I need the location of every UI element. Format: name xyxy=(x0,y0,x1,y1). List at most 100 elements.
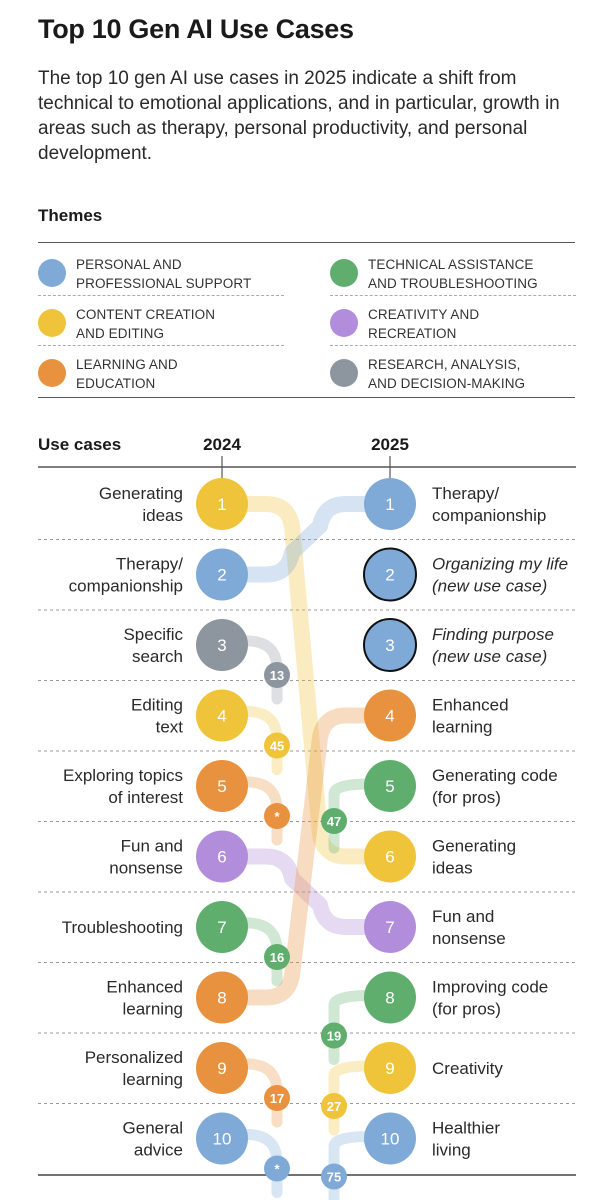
theme-label-line2: and editing xyxy=(76,326,165,341)
new-entry-marker xyxy=(321,1022,347,1049)
page-title: Top 10 Gen AI Use Cases xyxy=(38,14,354,44)
rank-2024-number: 8 xyxy=(217,989,226,1008)
theme-divider xyxy=(38,345,284,346)
new-entry-rank-label: 47 xyxy=(327,814,341,829)
use-case-2024-label: Specific xyxy=(123,625,183,644)
use-case-2025-label: (new use case) xyxy=(432,647,547,666)
theme-label-line1: Learning and xyxy=(76,357,178,372)
rank-2024-circle xyxy=(196,1042,248,1094)
rank-link-band xyxy=(228,496,384,865)
technical-assistance-dot-icon xyxy=(330,259,358,287)
themes-bottom-rule xyxy=(38,397,575,398)
use-case-2025-label: (for pros) xyxy=(432,1000,501,1019)
theme-divider xyxy=(330,295,576,296)
use-case-2024-label: companionship xyxy=(69,577,183,596)
theme-technical-assistance: Technical assistance and troubleshooting xyxy=(330,249,580,299)
drop-out-marker xyxy=(264,732,290,759)
theme-divider xyxy=(38,295,284,296)
rank-2025-number: 1 xyxy=(385,495,394,514)
rank-2024-circle xyxy=(196,548,248,601)
rank-2024-circle xyxy=(196,901,248,953)
research-analysis-dot-icon xyxy=(330,359,358,387)
rank-2025-circle xyxy=(364,830,416,883)
rank-2025-circle xyxy=(364,1042,416,1094)
drop-out-marker xyxy=(264,1155,290,1182)
year-2025-label: 2025 xyxy=(371,435,409,454)
new-entry-marker xyxy=(321,1093,347,1119)
new-entry-marker xyxy=(321,1163,347,1190)
new-entry-band xyxy=(328,990,376,1065)
drop-out-marker xyxy=(264,1085,290,1111)
rank-2025-circle xyxy=(364,760,416,812)
use-case-2024-label: Fun and xyxy=(121,837,183,856)
drop-out-rank-label: * xyxy=(274,1162,280,1177)
content-creation-dot-icon xyxy=(38,309,66,337)
rank-2024-number: 6 xyxy=(217,848,226,867)
use-case-2024-label: Generating xyxy=(99,484,183,503)
theme-label-line1: Personal and xyxy=(76,257,182,272)
theme-label-line1: Creativity and xyxy=(368,307,480,322)
use-case-2024-label: nonsense xyxy=(109,859,183,878)
drop-out-marker xyxy=(264,662,290,688)
theme-label-line2: and decision-making xyxy=(368,376,526,391)
use-case-2024-label: learning xyxy=(123,1000,184,1019)
theme-divider xyxy=(330,345,576,346)
rank-2024-circle xyxy=(196,1112,248,1165)
rank-2024-circle xyxy=(196,478,248,530)
rank-2025-number: 9 xyxy=(385,1059,394,1078)
use-case-2025-label: Generating xyxy=(432,837,516,856)
theme-label-line2: and troubleshooting xyxy=(368,276,538,291)
use-case-2024-label: Therapy/ xyxy=(116,555,183,574)
rank-2025-number: 10 xyxy=(381,1130,400,1149)
use-case-2025-label: ideas xyxy=(432,859,473,878)
use-case-2024-label: Enhanced xyxy=(106,978,183,997)
use-case-2025-label: Fun and xyxy=(432,907,494,926)
link-layer xyxy=(228,496,384,1200)
themes-top-rule xyxy=(38,242,575,243)
use-case-2025-label: Organizing my life xyxy=(432,555,568,574)
rank-2024-circle xyxy=(196,689,248,742)
rank-2024-circle xyxy=(196,760,248,812)
theme-personal-support: Personal and professional support xyxy=(38,249,288,299)
rank-2024-number: 2 xyxy=(217,566,226,585)
rank-2024-circle xyxy=(196,830,248,883)
rank-2025-circle xyxy=(364,689,416,742)
rank-2025-number: 6 xyxy=(385,848,394,867)
node-layer: 1345*1617*471927751Generatingideas2Thera… xyxy=(62,478,568,1190)
rank-2024-number: 5 xyxy=(217,777,226,796)
use-case-2024-label: Exploring topics xyxy=(63,766,183,785)
use-case-2025-label: learning xyxy=(432,718,493,737)
rank-2025-number: 4 xyxy=(385,707,394,726)
rank-2024-number: 7 xyxy=(217,918,226,937)
use-case-2024-label: Troubleshooting xyxy=(62,918,183,937)
use-case-2025-label: companionship xyxy=(432,506,546,525)
use-case-2024-label: ideas xyxy=(142,506,183,525)
year-2024-label: 2024 xyxy=(203,435,241,454)
use-case-2025-label: nonsense xyxy=(432,929,506,948)
new-entry-band xyxy=(328,1131,376,1200)
rank-2025-number: 8 xyxy=(385,989,394,1008)
learning-education-dot-icon xyxy=(38,359,66,387)
drop-out-rank-label: 17 xyxy=(270,1091,284,1106)
rank-link-band xyxy=(228,707,384,1006)
rank-2025-number: 7 xyxy=(385,918,394,937)
use-case-2024-label: advice xyxy=(134,1141,183,1160)
use-case-2025-label: Improving code xyxy=(432,978,548,997)
use-case-2024-label: of interest xyxy=(108,788,183,807)
use-case-2024-label: search xyxy=(132,647,183,666)
theme-label-line1: Technical assistance xyxy=(368,257,534,272)
theme-research-analysis: Research, analysis, and decision-making xyxy=(330,349,580,399)
rank-2025-number: 5 xyxy=(385,777,394,796)
use-case-2025-label: (new use case) xyxy=(432,577,547,596)
rank-2025-circle xyxy=(364,901,416,953)
new-entry-band xyxy=(328,1060,376,1136)
rank-2025-number: 3 xyxy=(385,636,394,655)
rank-2024-circle xyxy=(196,971,248,1024)
new-entry-rank-label: 75 xyxy=(327,1170,341,1185)
new-entry-band xyxy=(328,778,376,854)
use-case-2024-label: General xyxy=(123,1119,183,1138)
new-entry-rank-label: 19 xyxy=(327,1029,341,1044)
theme-label-line1: Research, analysis, xyxy=(368,357,521,372)
use-case-2025-label: Enhanced xyxy=(432,696,509,715)
drop-out-rank-label: 16 xyxy=(270,950,284,965)
